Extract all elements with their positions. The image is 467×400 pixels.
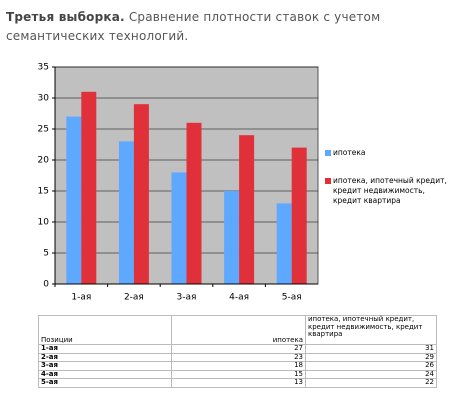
- heading-text: Сравнение плотности ставок с учетом сема…: [6, 10, 381, 43]
- data-table: Позиции ипотека ипотека, ипотечный креди…: [38, 315, 437, 388]
- x-tick-label: 5-ая: [282, 293, 302, 303]
- heading: Третья выборка. Сравнение плотности став…: [6, 8, 461, 46]
- x-tick-label: 2-ая: [124, 293, 144, 303]
- y-tick-label: 0: [43, 280, 49, 290]
- bar: [186, 122, 202, 284]
- bar: [81, 91, 97, 284]
- legend-label: ипотека, ипотечный кредит, кредит недвиж…: [333, 176, 447, 205]
- y-tick-label: 25: [38, 125, 49, 135]
- table-cell: 31: [305, 344, 437, 354]
- y-tick-label: 35: [38, 63, 49, 73]
- chart: 0 5 10 15 20 25 30 35 1-ая 2-ая 3-ая 4-ая 5-ая: [38, 63, 319, 303]
- table-cell: 22: [305, 378, 437, 388]
- x-tick-label: 1-ая: [71, 293, 91, 303]
- y-tick-label: 20: [38, 156, 50, 166]
- table-cell: 4-ая: [38, 369, 172, 379]
- legend-label: ипотека: [333, 148, 366, 157]
- table-cell: 23: [171, 352, 306, 362]
- table-header: ипотека, ипотечный кредит, кредит недвиж…: [305, 315, 437, 345]
- table-cell: 18: [171, 361, 306, 371]
- y-tick-label: 10: [38, 218, 50, 228]
- table-header: ипотека: [171, 315, 306, 345]
- table-cell: 15: [171, 369, 306, 379]
- bar: [171, 172, 187, 284]
- bar: [224, 191, 240, 284]
- x-tick-label: 3-ая: [177, 293, 197, 303]
- x-tick-label: 4-ая: [229, 293, 249, 303]
- table-header: Позиции: [38, 315, 172, 345]
- bar: [239, 135, 255, 284]
- legend-swatch: [325, 178, 331, 184]
- bar: [66, 116, 82, 284]
- legend-swatch: [325, 150, 331, 156]
- y-tick-label: 30: [38, 94, 50, 104]
- table-cell: 1-ая: [38, 344, 172, 354]
- table-cell: 3-ая: [38, 361, 172, 371]
- table-cell: 26: [305, 361, 437, 371]
- y-tick-label: 15: [38, 187, 49, 197]
- y-tick-label: 5: [43, 249, 49, 259]
- table-cell: 2-ая: [38, 352, 172, 362]
- heading-bold: Третья выборка.: [6, 10, 125, 24]
- table-cell: 27: [171, 344, 306, 354]
- table-cell: 5-ая: [38, 378, 172, 388]
- bar: [276, 203, 292, 284]
- table-cell: 29: [305, 352, 437, 362]
- bar: [133, 104, 149, 284]
- bar: [118, 141, 134, 284]
- table-cell: 13: [171, 378, 306, 388]
- bar: [291, 147, 307, 284]
- table-cell: 24: [305, 369, 437, 379]
